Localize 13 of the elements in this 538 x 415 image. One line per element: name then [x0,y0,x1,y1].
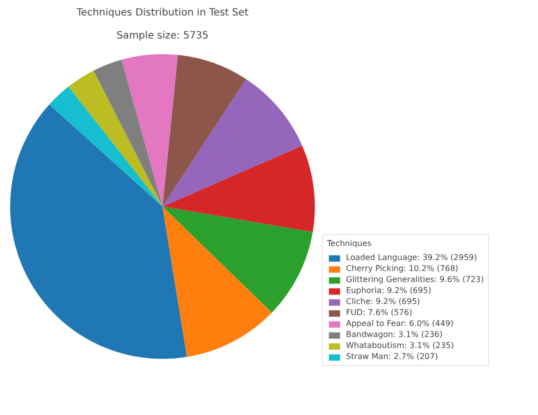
legend-label: Bandwagon: 3.1% (236) [346,330,443,339]
legend-label: Straw Man: 2.7% (207) [346,352,438,361]
legend-title: Techniques [327,239,372,248]
chart-title: Techniques Distribution in Test Set [76,8,248,18]
legend-label: Whataboutism: 3.1% (235) [346,341,454,350]
legend-label: Loaded Language: 39.2% (2959) [346,253,478,262]
legend-label: Cliche: 9.2% (695) [346,297,420,306]
legend-label: Cherry Picking: 10.2% (768) [346,264,458,273]
legend-label: FUD: 7.6% (576) [346,308,412,317]
chart-subtitle: Sample size: 5735 [116,30,209,42]
legend-label: Appeal to Fear: 6.0% (449) [346,319,454,328]
legend-label: Euphoria: 9.2% (695) [346,286,432,295]
legend-label: Glittering Generalities: 9.6% (723) [346,275,484,284]
